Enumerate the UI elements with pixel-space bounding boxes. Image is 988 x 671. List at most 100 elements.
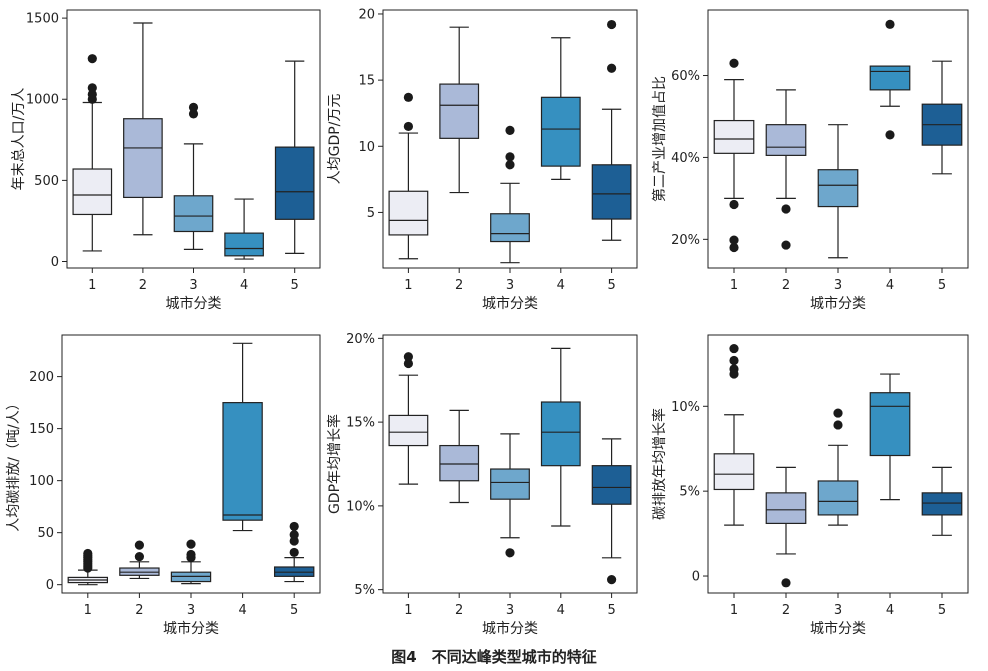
outlier-point [781, 578, 791, 588]
box-category-1 [713, 343, 755, 526]
outlier-point [833, 420, 843, 430]
outlier-point [607, 63, 617, 73]
iqr-box [224, 232, 264, 257]
iqr-box [765, 124, 807, 156]
x-tick-label: 5 [607, 603, 615, 618]
x-tick-label: 3 [506, 278, 514, 293]
y-tick-label: 150 [29, 422, 54, 437]
outlier-point [403, 358, 413, 369]
box-category-4 [224, 198, 264, 260]
iqr-box [490, 213, 530, 243]
outlier-point [403, 352, 413, 362]
iqr-box [490, 468, 530, 500]
outlier-point [186, 549, 196, 560]
outlier-point [607, 574, 617, 585]
x-tick-label: 4 [886, 278, 894, 293]
outlier-point [403, 92, 413, 102]
iqr-box [439, 83, 480, 139]
box-category-3 [490, 125, 530, 264]
y-tick-label: 10 [358, 140, 375, 155]
box-category-2 [123, 22, 163, 236]
x-tick-label: 2 [135, 603, 143, 618]
outlier-point [781, 240, 791, 250]
box-category-2 [765, 466, 807, 588]
box-category-4 [540, 37, 581, 180]
iqr-box [123, 118, 163, 199]
y-tick-label: 50 [37, 526, 54, 541]
x-tick-label: 3 [189, 278, 197, 293]
iqr-box [869, 65, 911, 91]
x-axis-label: 城市分类 [810, 620, 866, 637]
outlier-point [885, 19, 895, 29]
x-tick-label: 3 [834, 603, 842, 618]
y-tick-label: 200 [29, 370, 54, 385]
y-tick-label: 10% [671, 400, 700, 415]
outlier-point [729, 235, 739, 245]
chart-panel-2: 5 10 15 20 1 2 3 4 5 城市分类 人均GDP/万元 [327, 7, 638, 312]
box-category-3 [173, 102, 214, 250]
iqr-box [591, 164, 632, 220]
outlier-point [188, 109, 199, 119]
y-tick-label: 0 [692, 570, 700, 585]
chart-panel-3: 20% 40% 60% 1 2 3 4 5 城市分类 第二产业增加值占比 [651, 9, 969, 312]
x-tick-label: 5 [291, 278, 299, 293]
iqr-box [388, 190, 429, 236]
x-tick-label: 4 [238, 603, 246, 618]
x-tick-label: 4 [557, 603, 565, 618]
x-tick-label: 4 [240, 278, 248, 293]
figure-caption: 图4 不同达峰类型城市的特征 [391, 648, 597, 666]
box-category-3 [490, 433, 530, 558]
y-tick-label: 0 [46, 578, 54, 593]
y-tick-label: 0 [51, 255, 59, 270]
y-tick-label: 15 [358, 74, 375, 89]
outlier-point [188, 102, 199, 112]
iqr-box [173, 195, 214, 233]
x-axis-label: 城市分类 [482, 295, 538, 312]
x-tick-label: 2 [455, 603, 463, 618]
x-tick-label: 1 [404, 603, 412, 618]
outlier-point [289, 547, 299, 558]
outlier-point [885, 130, 895, 140]
outlier-point [729, 364, 739, 374]
x-tick-label: 5 [938, 603, 946, 618]
box-category-4 [540, 347, 581, 527]
iqr-box [388, 414, 429, 447]
iqr-box [540, 401, 581, 467]
iqr-box [713, 119, 755, 154]
outlier-point [87, 83, 97, 93]
box-category-5 [921, 466, 963, 536]
outlier-point [729, 242, 739, 253]
iqr-box [713, 453, 755, 491]
x-tick-label: 1 [404, 278, 412, 293]
outlier-point [505, 548, 515, 558]
x-tick-label: 4 [557, 278, 565, 293]
outlier-point [134, 551, 144, 562]
y-tick-label: 5 [367, 206, 375, 221]
outlier-point [87, 89, 97, 99]
y-axis-label: 碳排放年均增长率 [651, 408, 668, 520]
outlier-point [505, 160, 515, 170]
y-tick-label: 5% [354, 583, 375, 598]
iqr-box [439, 444, 480, 482]
box-category-5 [273, 521, 315, 583]
chart-panel-4: 0 50 100 150 200 1 2 3 4 5 城市分类 人均碳排放/（吨/人） [6, 334, 321, 637]
x-tick-label: 4 [886, 603, 894, 618]
iqr-box [591, 465, 632, 505]
x-tick-label: 2 [455, 278, 463, 293]
outlier-point [781, 204, 791, 214]
box-category-5 [591, 19, 632, 241]
y-axis-label: GDP年均增长率 [326, 414, 343, 514]
x-tick-label: 2 [139, 278, 147, 293]
iqr-box [817, 169, 859, 208]
y-axis-label: 人均GDP/万元 [327, 94, 343, 185]
box-category-3 [817, 124, 859, 259]
y-axis-label: 第二产业增加值占比 [651, 76, 668, 202]
y-axis-label: 年末总人口/万人 [11, 88, 27, 191]
y-tick-label: 20% [671, 233, 700, 248]
outlier-point [83, 548, 93, 559]
box-category-5 [591, 438, 632, 585]
outlier-point [607, 19, 617, 30]
y-tick-label: 20 [358, 7, 375, 22]
x-tick-label: 5 [290, 603, 298, 618]
iqr-box [222, 402, 263, 521]
